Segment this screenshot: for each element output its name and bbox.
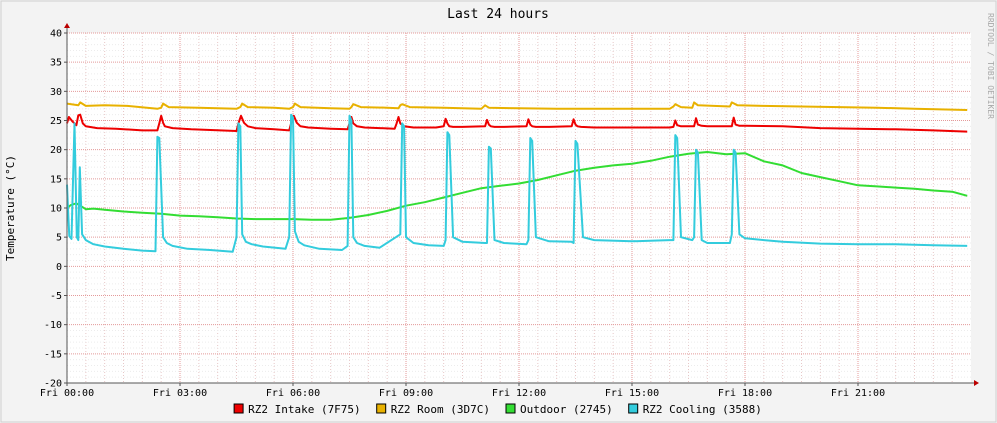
legend-swatch: [505, 403, 516, 414]
x-tick-label: Fri 03:00: [153, 388, 207, 399]
y-tick-label: 35: [50, 58, 62, 69]
legend: RZ2 Intake (7F75) RZ2 Room (3D7C) Outdoor …: [233, 403, 762, 416]
x-tick-label: Fri 00:00: [40, 388, 94, 399]
axis-layer: [64, 23, 979, 386]
legend-swatch: [233, 403, 244, 414]
y-tick-label: -5: [50, 291, 62, 302]
x-tick-label: Fri 09:00: [379, 388, 433, 399]
y-tick-label: 10: [50, 204, 62, 215]
x-tick-label: Fri 21:00: [831, 388, 885, 399]
y-axis-arrow: [64, 23, 70, 28]
tick-label-layer: -20 -15 -10 -5 0 5 10 15 20 25 30 35 40 Fri 00:00 Fri …: [40, 29, 885, 400]
legend-label: RZ2 Room (3D7C): [391, 403, 490, 416]
series-line-0: [66, 113, 968, 133]
series-layer: [66, 101, 968, 253]
legend-label: RZ2 Intake (7F75): [248, 403, 361, 416]
y-tick-label: 5: [56, 233, 62, 244]
rrdtool-watermark: RRDTOOL / TOBI OETIKER: [986, 13, 995, 119]
y-tick-label: 30: [50, 87, 62, 98]
y-tick-label: 25: [50, 116, 62, 127]
y-tick-label: 15: [50, 174, 62, 185]
y-tick-label: -10: [44, 320, 62, 331]
legend-item: Outdoor (2745): [505, 403, 613, 416]
x-tick-label: Fri 12:00: [492, 388, 546, 399]
series-line-2: [66, 151, 968, 221]
legend-item: RZ2 Intake (7F75): [233, 403, 361, 416]
legend-swatch: [628, 403, 639, 414]
legend-item: RZ2 Cooling (3588): [628, 403, 762, 416]
x-tick-label: Fri 15:00: [605, 388, 659, 399]
y-tick-label: -20: [44, 379, 62, 390]
y-tick-label: -15: [44, 349, 62, 360]
y-tick-label: 20: [50, 145, 62, 156]
legend-label: Outdoor (2745): [520, 403, 613, 416]
x-axis-arrow: [974, 380, 979, 386]
series-line-1: [66, 101, 968, 111]
legend-swatch: [376, 403, 387, 414]
legend-item: RZ2 Room (3D7C): [376, 403, 490, 416]
series-line-3: [66, 113, 968, 253]
y-tick-label: 0: [56, 262, 62, 273]
x-tick-label: Fri 18:00: [718, 388, 772, 399]
legend-label: RZ2 Cooling (3588): [643, 403, 762, 416]
y-axis-title: Temperature (°C): [4, 155, 17, 261]
grid-layer: [66, 32, 971, 384]
chart-title: Last 24 hours: [447, 7, 549, 22]
x-tick-label: Fri 06:00: [266, 388, 320, 399]
y-tick-label: 40: [50, 29, 62, 40]
